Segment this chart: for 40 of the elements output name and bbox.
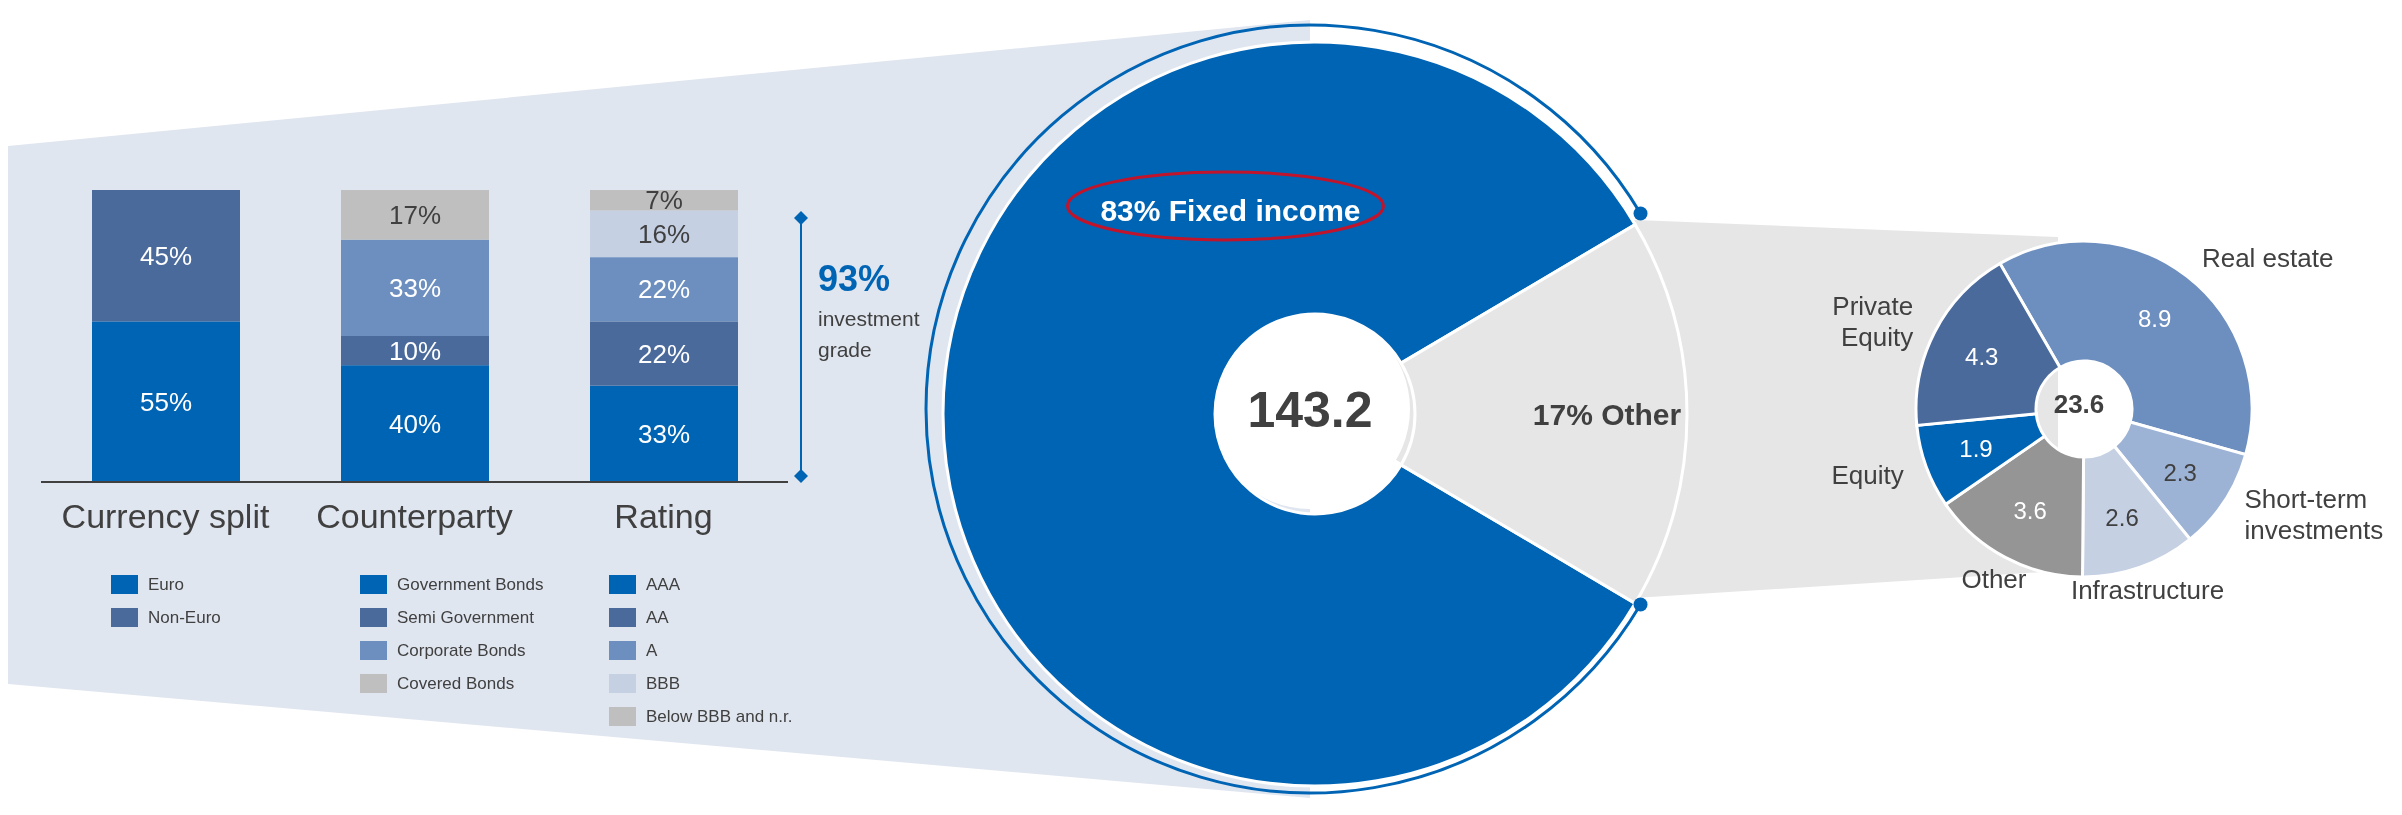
data-label: 10%	[388, 335, 442, 366]
data-label: 33%	[637, 418, 691, 449]
data-label: 2.3	[2163, 458, 2197, 486]
data-label: 22%	[637, 338, 691, 369]
legend-label: AA	[646, 607, 669, 628]
data-label: 17%	[388, 199, 442, 230]
data-label: 2.6	[2105, 503, 2139, 531]
text: 23.6	[2053, 389, 2105, 420]
x-tick-label: Counterparty	[316, 497, 513, 536]
slice-label: Equity	[1831, 460, 1904, 491]
legend-label: AAA	[646, 574, 681, 595]
data-label: 55%	[139, 386, 193, 417]
data-label: 16%	[637, 218, 691, 249]
legend-label: BBB	[646, 673, 681, 694]
slice-label: Real estate	[2201, 242, 2334, 273]
legend-label: Semi Government	[397, 607, 534, 628]
legend-label: Non-Euro	[148, 607, 221, 628]
legend-label: Covered Bonds	[397, 673, 515, 694]
legend-label: A	[646, 640, 658, 661]
data-label: 33%	[388, 272, 442, 303]
data-label: 7%	[645, 185, 683, 216]
text: investment grade	[818, 306, 920, 363]
x-tick-label: Currency split	[61, 497, 270, 536]
data-label: 22%	[637, 274, 691, 305]
data-label: 3.6	[2013, 496, 2047, 524]
legend-label: Euro	[148, 574, 184, 595]
data-label: 40%	[388, 408, 442, 439]
legend-label: Below BBB and n.r.	[646, 706, 793, 727]
slice-label: Other	[1961, 563, 2027, 594]
data-label: 45%	[139, 240, 193, 271]
data-label: 4.3	[1965, 342, 1999, 370]
slice-label: Short-term investments	[2244, 484, 2384, 546]
text: 93%	[818, 258, 891, 300]
slice-label: Private Equity	[1832, 290, 1914, 352]
legend-label: Government Bonds	[397, 574, 544, 595]
x-tick-label: Rating	[614, 497, 713, 536]
legend-label: Corporate Bonds	[397, 640, 526, 661]
data-label: 1.9	[1959, 434, 1993, 462]
data-label: 8.9	[2137, 304, 2172, 332]
slice-label: Infrastructure	[2070, 575, 2225, 606]
